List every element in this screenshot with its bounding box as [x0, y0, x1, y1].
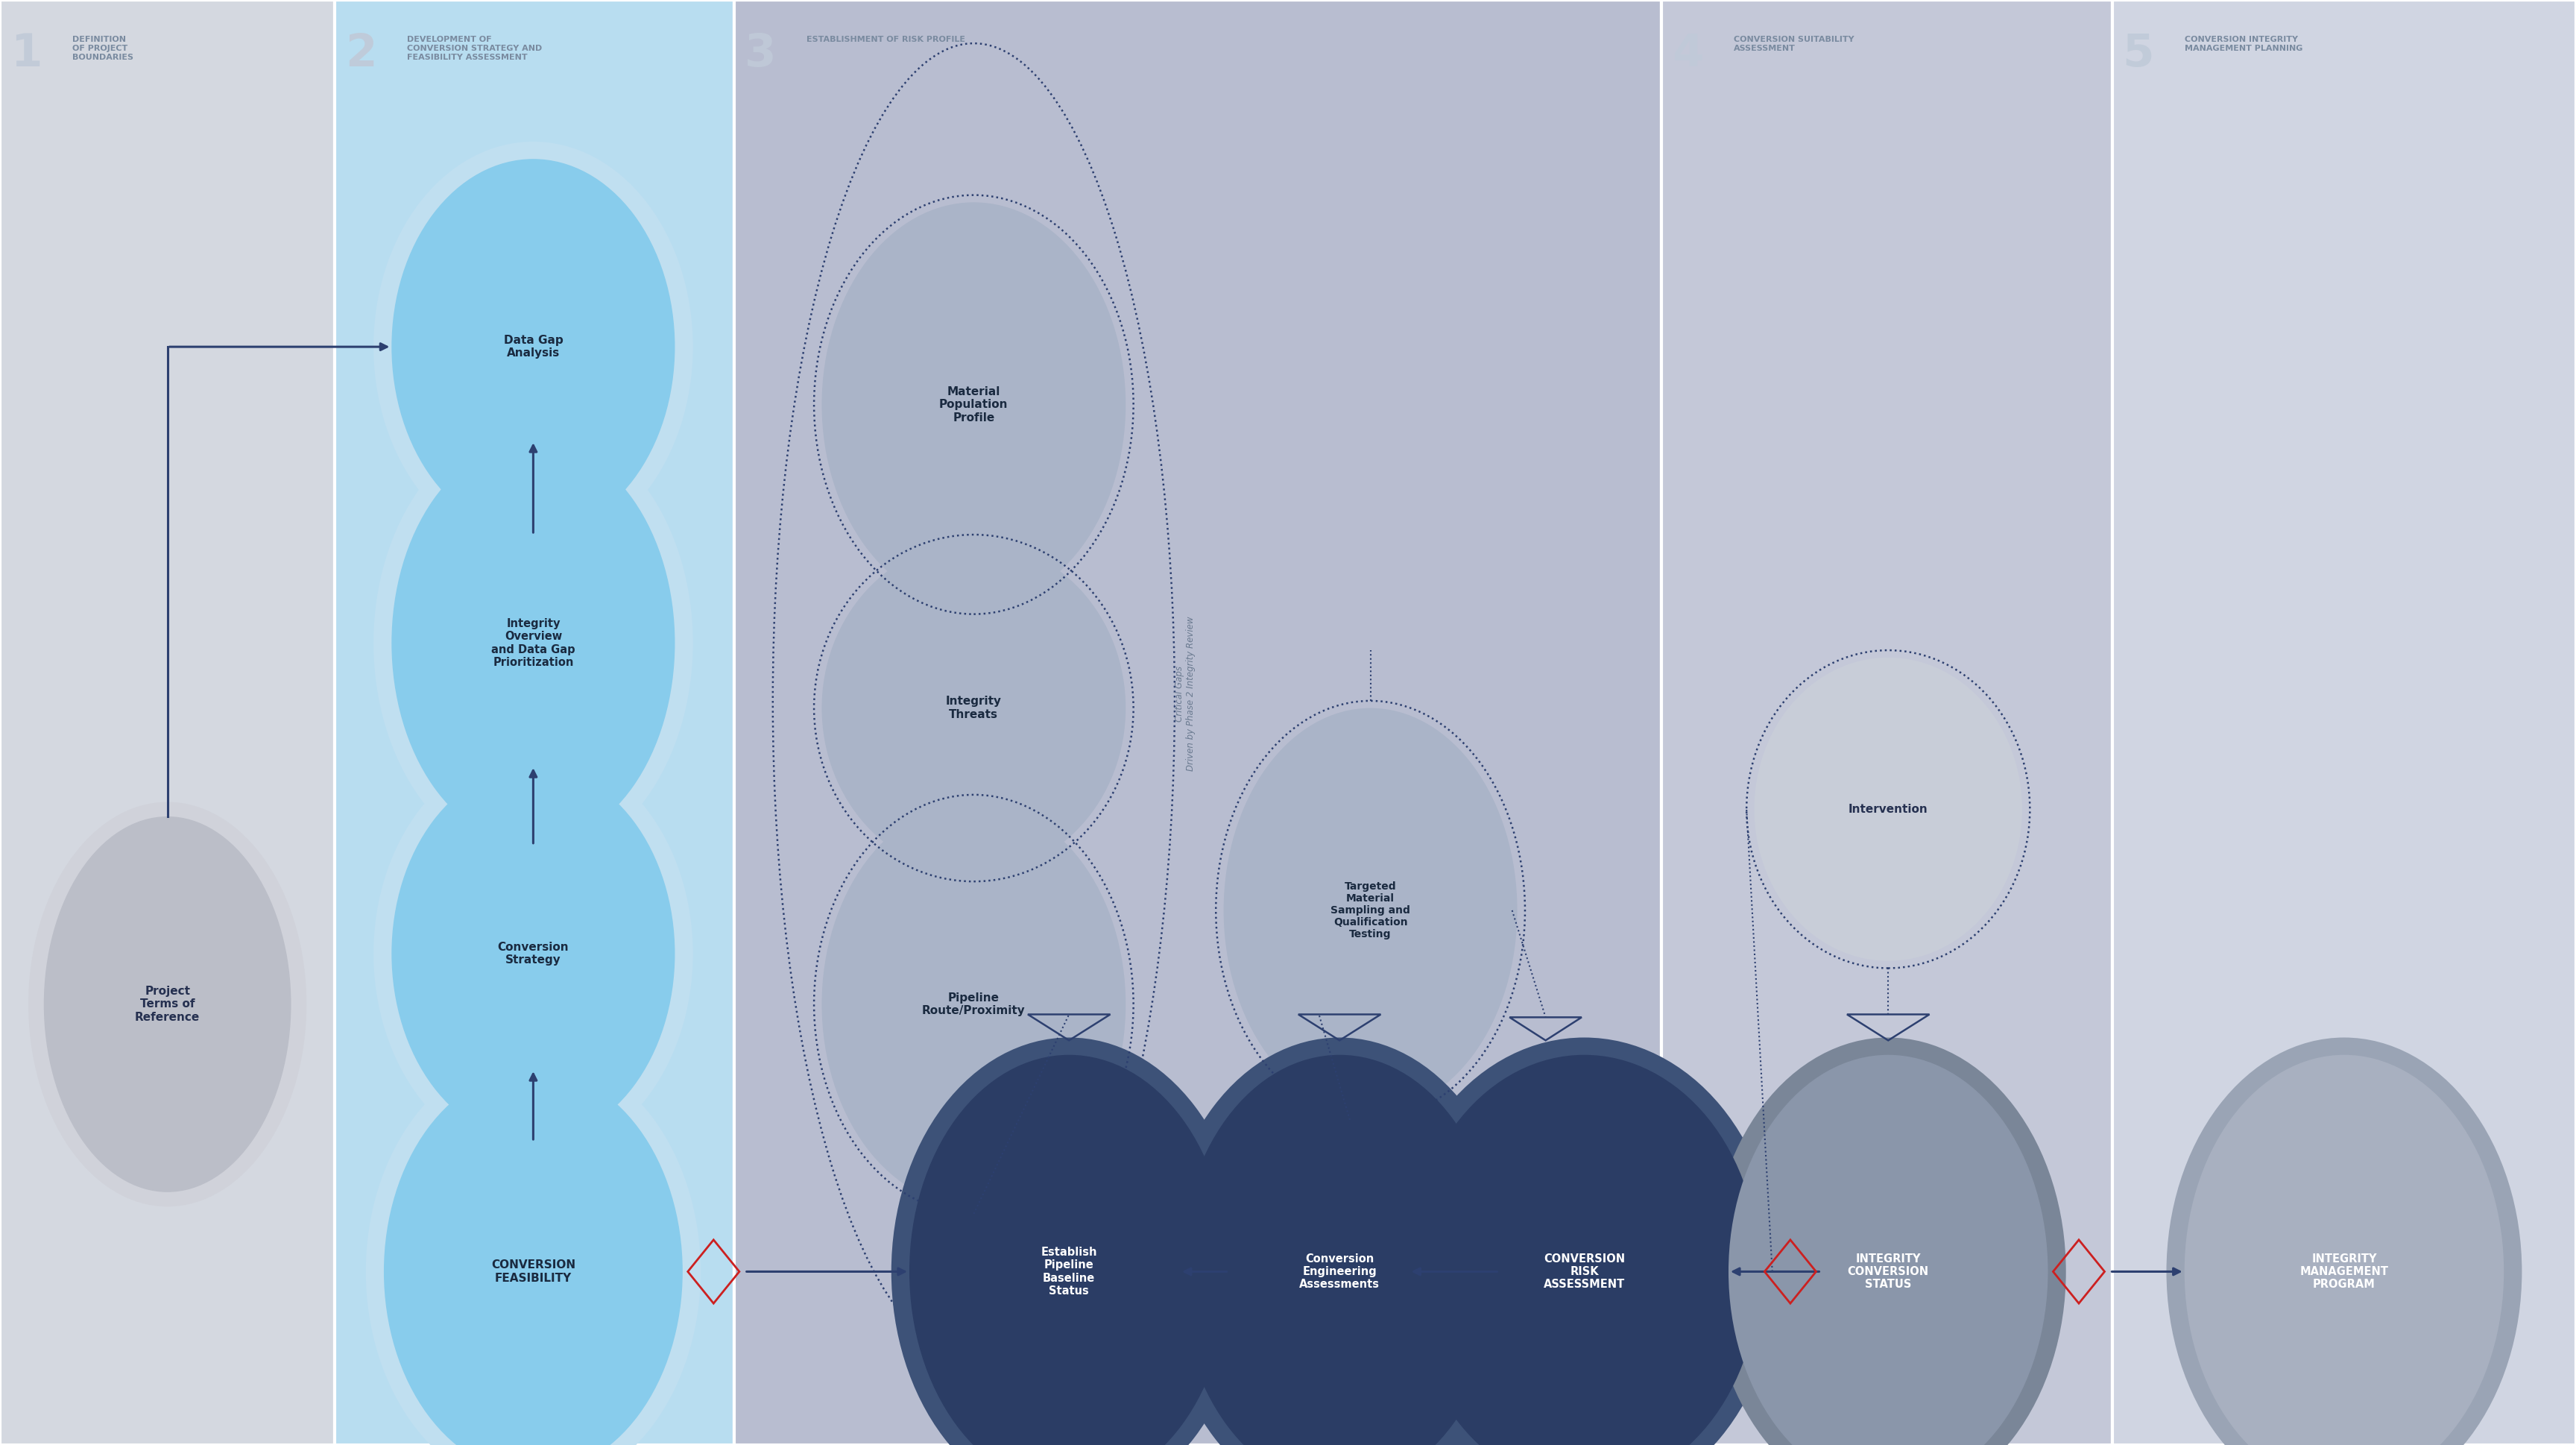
- Ellipse shape: [1710, 1038, 2066, 1445]
- Ellipse shape: [374, 423, 693, 863]
- Text: DEFINITION
OF PROJECT
BOUNDARIES: DEFINITION OF PROJECT BOUNDARIES: [72, 36, 134, 61]
- Bar: [1662, 0, 2112, 1445]
- Ellipse shape: [822, 202, 1126, 607]
- Text: Conversion
Strategy: Conversion Strategy: [497, 942, 569, 965]
- Ellipse shape: [44, 816, 291, 1192]
- Ellipse shape: [1728, 1055, 2048, 1445]
- Text: Data Gap
Analysis: Data Gap Analysis: [502, 335, 564, 358]
- Text: Conversion
Engineering
Assessments: Conversion Engineering Assessments: [1298, 1253, 1381, 1290]
- Bar: [335, 0, 734, 1445]
- Ellipse shape: [891, 1038, 1247, 1445]
- Ellipse shape: [822, 542, 1126, 874]
- Ellipse shape: [1180, 1055, 1499, 1445]
- Ellipse shape: [909, 1055, 1229, 1445]
- Text: Integrity
Threats: Integrity Threats: [945, 696, 1002, 720]
- Text: DEVELOPMENT OF
CONVERSION STRATEGY AND
FEASIBILITY ASSESSMENT: DEVELOPMENT OF CONVERSION STRATEGY AND F…: [407, 36, 541, 61]
- Text: Pipeline
Route/Proximity: Pipeline Route/Proximity: [922, 993, 1025, 1016]
- Text: 5: 5: [2123, 32, 2154, 75]
- Ellipse shape: [366, 1052, 701, 1445]
- Bar: [0, 0, 335, 1445]
- Text: Establish
Pipeline
Baseline
Status: Establish Pipeline Baseline Status: [1041, 1247, 1097, 1296]
- Text: INTEGRITY
MANAGEMENT
PROGRAM: INTEGRITY MANAGEMENT PROGRAM: [2300, 1253, 2388, 1290]
- Text: CONVERSION
FEASIBILITY: CONVERSION FEASIBILITY: [492, 1260, 574, 1283]
- Ellipse shape: [384, 1069, 683, 1445]
- Text: Project
Terms of
Reference: Project Terms of Reference: [134, 985, 201, 1023]
- Text: 3: 3: [744, 32, 775, 75]
- Ellipse shape: [1162, 1038, 1517, 1445]
- Ellipse shape: [822, 802, 1126, 1207]
- Ellipse shape: [28, 802, 307, 1207]
- Ellipse shape: [374, 749, 693, 1159]
- Ellipse shape: [374, 142, 693, 552]
- Ellipse shape: [1754, 657, 2022, 961]
- Text: CONVERSION INTEGRITY
MANAGEMENT PLANNING: CONVERSION INTEGRITY MANAGEMENT PLANNING: [2184, 36, 2303, 52]
- Text: Critical Gaps
Driven by Phase 2 Integrity Review: Critical Gaps Driven by Phase 2 Integrit…: [1175, 616, 1195, 772]
- Text: INTEGRITY
CONVERSION
STATUS: INTEGRITY CONVERSION STATUS: [1847, 1253, 1929, 1290]
- Text: 2: 2: [345, 32, 376, 75]
- Ellipse shape: [1391, 1038, 1777, 1445]
- Bar: [734, 0, 1662, 1445]
- Ellipse shape: [392, 441, 675, 845]
- Text: 4: 4: [1672, 32, 1703, 75]
- Ellipse shape: [2166, 1038, 2522, 1445]
- Ellipse shape: [1409, 1055, 1759, 1445]
- Ellipse shape: [392, 766, 675, 1142]
- Text: Intervention: Intervention: [1850, 803, 1927, 815]
- Text: Targeted
Material
Sampling and
Qualification
Testing: Targeted Material Sampling and Qualifica…: [1332, 881, 1409, 939]
- Ellipse shape: [2184, 1055, 2504, 1445]
- Text: CONVERSION
RISK
ASSESSMENT: CONVERSION RISK ASSESSMENT: [1543, 1253, 1625, 1290]
- Ellipse shape: [392, 159, 675, 535]
- Text: Material
Population
Profile: Material Population Profile: [940, 386, 1007, 423]
- Text: CONVERSION SUITABILITY
ASSESSMENT: CONVERSION SUITABILITY ASSESSMENT: [1734, 36, 1855, 52]
- Text: 1: 1: [10, 32, 41, 75]
- Ellipse shape: [1224, 708, 1517, 1113]
- Text: ESTABLISHMENT OF RISK PROFILE: ESTABLISHMENT OF RISK PROFILE: [806, 36, 966, 43]
- Bar: [2112, 0, 2576, 1445]
- Text: Integrity
Overview
and Data Gap
Prioritization: Integrity Overview and Data Gap Prioriti…: [492, 618, 574, 668]
